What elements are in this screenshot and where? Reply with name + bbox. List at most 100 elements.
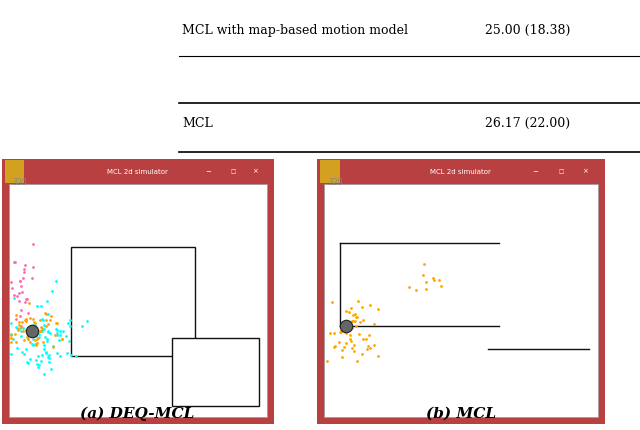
Point bbox=[351, 313, 362, 320]
Point bbox=[51, 326, 61, 333]
Point bbox=[6, 334, 17, 341]
Point bbox=[24, 356, 35, 363]
Point bbox=[342, 326, 353, 333]
Point bbox=[346, 317, 356, 324]
Point bbox=[13, 322, 24, 329]
Point bbox=[39, 345, 49, 352]
Point bbox=[373, 353, 383, 359]
Point bbox=[51, 319, 61, 326]
Text: MCL with map-based motion model: MCL with map-based motion model bbox=[182, 24, 408, 37]
Point bbox=[21, 316, 31, 323]
Point bbox=[28, 275, 38, 282]
Point bbox=[54, 336, 64, 343]
Point bbox=[44, 317, 54, 324]
Point bbox=[15, 332, 26, 339]
Point bbox=[336, 327, 346, 334]
Point bbox=[21, 317, 31, 324]
Point bbox=[419, 261, 429, 267]
Point bbox=[22, 332, 33, 338]
Point bbox=[42, 328, 52, 335]
Point bbox=[340, 329, 351, 336]
Point bbox=[45, 366, 56, 373]
Point bbox=[17, 322, 27, 329]
Point bbox=[353, 358, 363, 365]
Bar bbox=[2, 159, 274, 184]
Point bbox=[25, 339, 35, 346]
Point bbox=[6, 350, 17, 357]
Point bbox=[436, 282, 447, 289]
Point bbox=[40, 334, 51, 341]
Point bbox=[346, 338, 356, 345]
Point bbox=[31, 329, 41, 336]
Point bbox=[29, 318, 39, 325]
Point bbox=[36, 303, 46, 310]
Point bbox=[8, 336, 19, 343]
Point bbox=[44, 351, 54, 358]
Point bbox=[336, 329, 346, 335]
Point bbox=[6, 319, 17, 326]
Point bbox=[11, 312, 21, 319]
Point bbox=[65, 322, 76, 329]
Point bbox=[6, 285, 17, 292]
Point bbox=[35, 328, 45, 335]
Point bbox=[29, 319, 40, 326]
Point bbox=[42, 350, 52, 357]
Point bbox=[350, 310, 360, 317]
Point bbox=[27, 328, 37, 335]
Point bbox=[12, 345, 22, 352]
Point bbox=[337, 326, 347, 333]
Point bbox=[328, 343, 339, 350]
Point bbox=[38, 370, 49, 377]
Point bbox=[17, 319, 27, 326]
Point bbox=[352, 313, 362, 320]
Point bbox=[55, 331, 65, 338]
Point bbox=[64, 338, 74, 345]
Text: MCL 2d simulator: MCL 2d simulator bbox=[430, 169, 492, 175]
Point bbox=[346, 345, 356, 352]
Text: (b) MCL: (b) MCL bbox=[426, 407, 496, 421]
Point bbox=[54, 352, 65, 359]
Point bbox=[339, 328, 349, 335]
Point bbox=[345, 331, 355, 338]
Point bbox=[18, 324, 28, 331]
Point bbox=[364, 332, 374, 338]
Point bbox=[61, 333, 71, 340]
Point bbox=[45, 330, 55, 337]
Bar bbox=[71, 247, 195, 356]
Point bbox=[13, 326, 24, 333]
Point bbox=[6, 279, 17, 286]
Point bbox=[28, 240, 38, 247]
Point bbox=[14, 319, 24, 326]
Point bbox=[22, 359, 33, 366]
Bar bbox=[9, 184, 267, 417]
Point bbox=[31, 356, 42, 363]
Point bbox=[27, 324, 37, 331]
Point bbox=[353, 297, 363, 304]
Text: −: − bbox=[205, 169, 212, 175]
Point bbox=[61, 350, 72, 356]
Point bbox=[20, 316, 31, 323]
Point bbox=[37, 352, 47, 359]
Point bbox=[20, 298, 30, 305]
Text: 320: 320 bbox=[328, 178, 343, 187]
Point bbox=[19, 275, 29, 282]
Point bbox=[15, 324, 25, 331]
Point bbox=[36, 326, 47, 333]
Point bbox=[13, 326, 24, 333]
Bar bbox=[320, 160, 340, 183]
Point bbox=[369, 320, 379, 327]
Point bbox=[33, 353, 44, 359]
Point bbox=[354, 331, 364, 338]
Point bbox=[51, 325, 61, 332]
Text: □: □ bbox=[559, 169, 564, 174]
Point bbox=[11, 339, 21, 346]
Point bbox=[32, 335, 42, 342]
Point bbox=[11, 324, 21, 331]
Point bbox=[28, 322, 38, 329]
Point bbox=[28, 341, 38, 348]
Point bbox=[369, 341, 380, 348]
Point bbox=[65, 317, 76, 324]
Point bbox=[348, 312, 358, 319]
Point bbox=[51, 278, 61, 285]
Point bbox=[330, 342, 340, 349]
